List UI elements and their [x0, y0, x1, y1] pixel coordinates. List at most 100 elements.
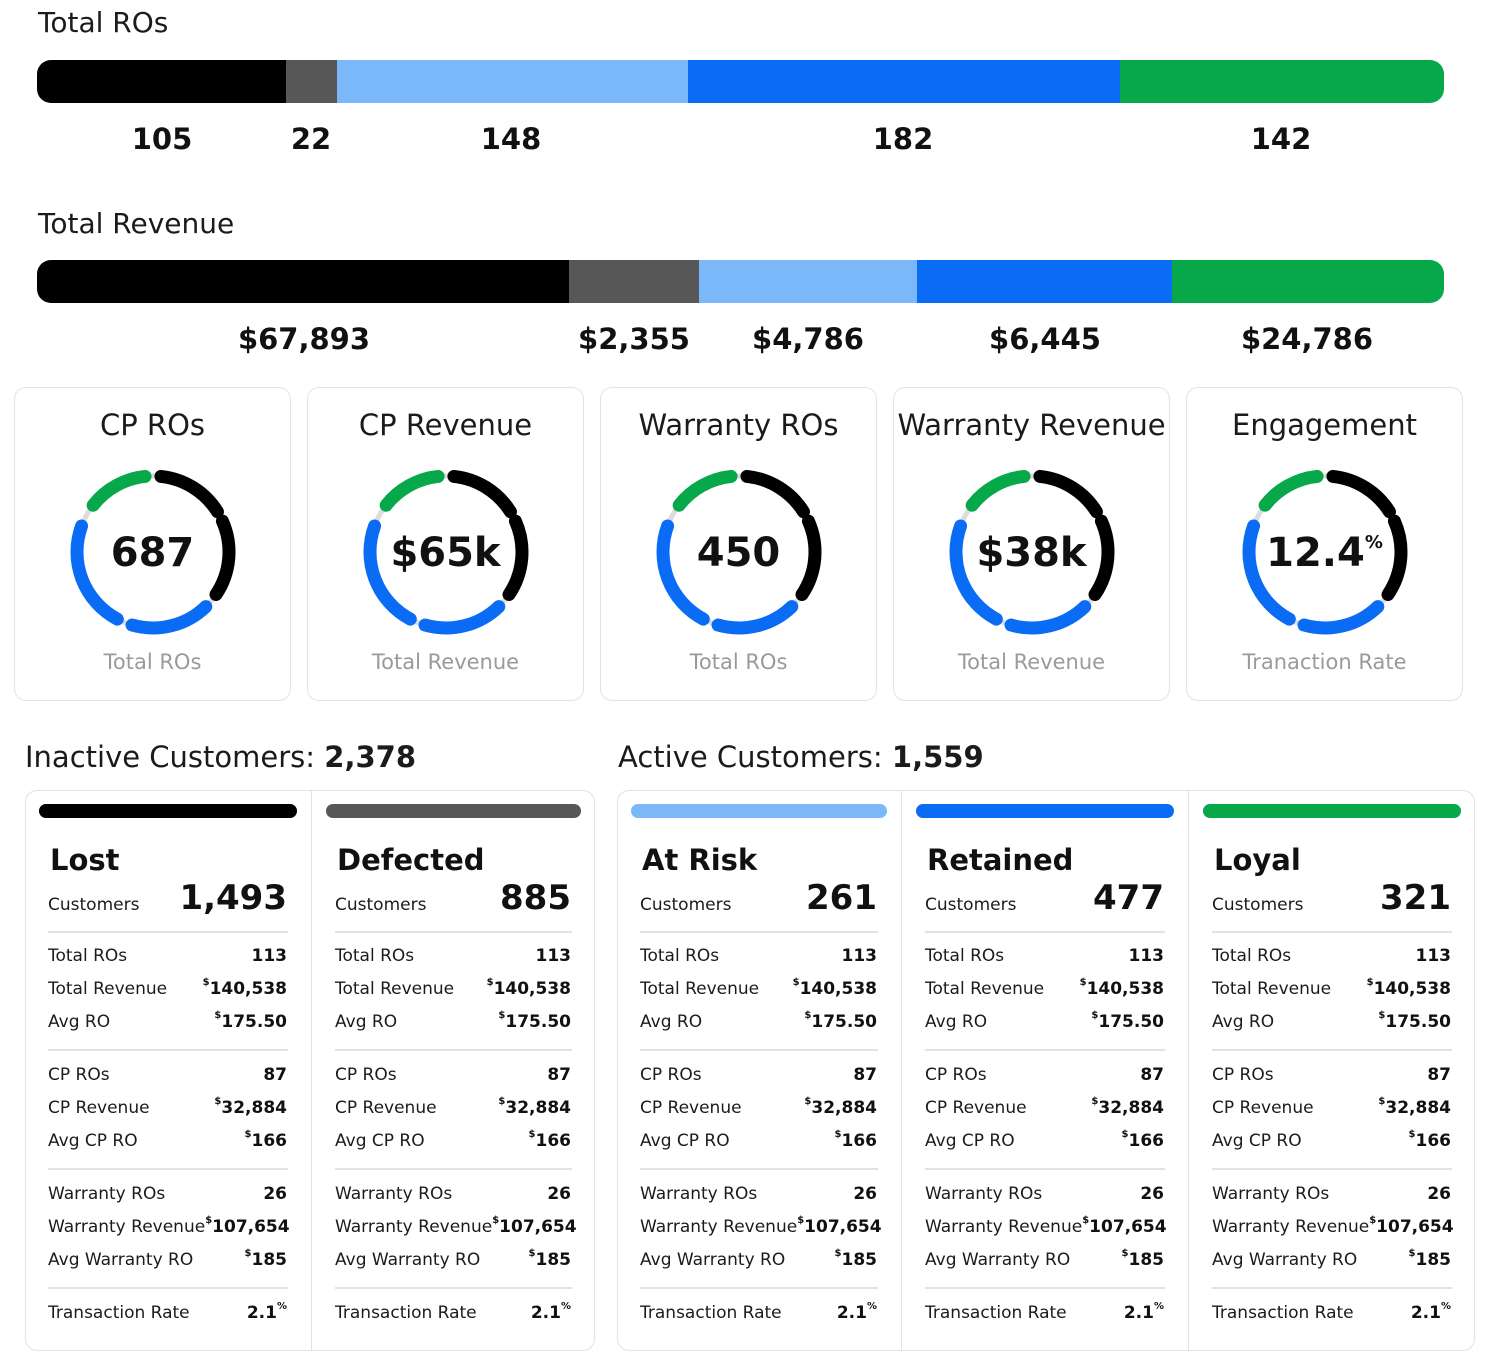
gauge-title: CP ROs	[99, 408, 206, 442]
metric-value: $32,884	[1091, 1096, 1164, 1118]
total-revenue-label-3: $4,786	[752, 322, 864, 356]
metric-row: Avg RO $175.50	[925, 1010, 1164, 1032]
metric-label: Avg CP RO	[48, 1131, 138, 1151]
total-revenue-segment-1[interactable]	[37, 260, 569, 303]
metric-row: Total ROs 113	[48, 946, 287, 966]
metric-value: $32,884	[498, 1096, 571, 1118]
metric-row: Warranty ROs 26	[335, 1184, 571, 1204]
metric-value: 87	[547, 1065, 571, 1085]
total-revenue-segment-2[interactable]	[569, 260, 699, 303]
gauge-arc-black	[1032, 469, 1103, 519]
gauge-arc-blue	[1297, 600, 1384, 635]
segment-name: Defected	[337, 843, 485, 877]
section-divider	[335, 931, 572, 933]
metric-label: Avg Warranty RO	[335, 1250, 481, 1270]
total-revenue-segment-3[interactable]	[699, 260, 917, 303]
metric-row: CP Revenue $32,884	[1212, 1096, 1451, 1118]
metric-value: 2.1%	[530, 1301, 571, 1323]
gauge-value: 687	[110, 530, 195, 576]
metric-label: Transaction Rate	[48, 1303, 190, 1323]
metric-label: Warranty ROs	[335, 1184, 453, 1204]
section-divider	[335, 1049, 572, 1051]
segment-name: Retained	[927, 843, 1074, 877]
gauge-card-warranty-ros[interactable]: Warranty ROs 450 Total ROs	[600, 387, 877, 701]
gauge-arc-blue	[949, 519, 1003, 626]
metric-label: Transaction Rate	[1212, 1303, 1354, 1323]
metric-value: $32,884	[214, 1096, 287, 1118]
gauge-card-cp-ros[interactable]: CP ROs 687 Total ROs	[14, 387, 291, 701]
gauge-card-engagement[interactable]: Engagement 12.4% Tranaction Rate	[1186, 387, 1463, 701]
gauge-arc-blue	[125, 600, 212, 635]
metric-value: $166	[834, 1129, 877, 1151]
gauge-arc-black	[739, 469, 810, 519]
metric-label: Transaction Rate	[335, 1303, 477, 1323]
metric-label: Warranty Revenue	[640, 1217, 798, 1237]
gauge-subtitle: Total ROs	[689, 650, 788, 674]
metric-label: CP Revenue	[925, 1098, 1027, 1118]
metric-label: CP ROs	[335, 1065, 397, 1085]
metric-row: CP ROs 87	[48, 1065, 287, 1085]
metric-value: $185	[1121, 1248, 1164, 1270]
segment-card-at-risk[interactable]: At Risk Customers 261 Total ROs 113 Total Rev…	[617, 790, 901, 1351]
total-ros-segment-3[interactable]	[337, 60, 688, 103]
customers-count: 321	[1380, 878, 1451, 918]
segment-card-loyal[interactable]: Loyal Customers 321 Total ROs 113 Total Reven…	[1188, 790, 1475, 1351]
section-divider	[640, 931, 878, 933]
metric-row: Total Revenue $140,538	[1212, 977, 1451, 999]
metric-row: Warranty Revenue $107,654	[335, 1215, 577, 1237]
metric-value: 2.1%	[1410, 1301, 1451, 1323]
metric-label: Avg CP RO	[925, 1131, 1015, 1151]
total-revenue-label-5: $24,786	[1240, 322, 1374, 356]
segment-card-lost[interactable]: Lost Customers 1,493 Total ROs 113 Total Reve…	[25, 790, 311, 1351]
gauge-value: $38k	[976, 530, 1087, 576]
customers-label: Customers	[335, 895, 427, 915]
total-ros-label-4: 182	[872, 122, 934, 156]
gauge-arc-blue	[1242, 519, 1296, 626]
total-revenue-segment-5[interactable]	[1172, 260, 1444, 303]
metric-value: $166	[244, 1129, 287, 1151]
metric-label: Total Revenue	[1212, 979, 1332, 999]
total-ros-bar	[37, 60, 1444, 103]
metric-value: 113	[535, 946, 572, 966]
metric-value: $185	[834, 1248, 877, 1270]
total-revenue-segment-4[interactable]	[917, 260, 1172, 303]
metric-value: $175.50	[804, 1010, 877, 1032]
segment-card-retained[interactable]: Retained Customers 477 Total ROs 113 Total Re…	[901, 790, 1188, 1351]
metric-row: Avg RO $175.50	[48, 1010, 287, 1032]
metric-value: $140,538	[486, 977, 571, 999]
metric-value: $185	[528, 1248, 571, 1270]
metric-value: $185	[1408, 1248, 1451, 1270]
gauge-arc-blue	[418, 600, 505, 635]
total-ros-segment-4[interactable]	[688, 60, 1120, 103]
metric-row: CP ROs 87	[1212, 1065, 1451, 1085]
total-ros-segment-1[interactable]	[37, 60, 286, 103]
metric-label: Warranty Revenue	[48, 1217, 206, 1237]
section-divider	[1212, 931, 1452, 933]
total-revenue-label-2: $2,355	[578, 322, 690, 356]
total-ros-segment-5[interactable]	[1120, 60, 1444, 103]
metric-row: Warranty ROs 26	[1212, 1184, 1451, 1204]
metric-row: Warranty Revenue $107,654	[1212, 1215, 1454, 1237]
metric-row: Transaction Rate 2.1%	[1212, 1301, 1451, 1323]
metric-label: Transaction Rate	[640, 1303, 782, 1323]
total-ros-segment-2[interactable]	[286, 60, 337, 103]
metric-row: CP Revenue $32,884	[335, 1096, 571, 1118]
metric-row: Total Revenue $140,538	[640, 977, 877, 999]
metric-row: Avg Warranty RO $185	[640, 1248, 877, 1270]
total-ros-label-5: 142	[1250, 122, 1312, 156]
gauge-card-warranty-revenue[interactable]: Warranty Revenue $38k Total Revenue	[893, 387, 1170, 701]
gauge-arc-black	[153, 469, 224, 519]
inactive-customers-panel	[25, 790, 595, 1351]
metric-value: 113	[251, 946, 288, 966]
metric-label: CP ROs	[925, 1065, 987, 1085]
metric-label: Total ROs	[925, 946, 1005, 966]
metric-label: Warranty ROs	[48, 1184, 166, 1204]
gauge-arc-green	[86, 469, 152, 512]
metric-row: Transaction Rate 2.1%	[48, 1301, 287, 1323]
donut-gauge	[70, 469, 235, 635]
segment-card-defected[interactable]: Defected Customers 885 Total ROs 113 Total Re…	[311, 790, 595, 1351]
metric-label: Avg Warranty RO	[48, 1250, 194, 1270]
metric-row: Avg Warranty RO $185	[1212, 1248, 1451, 1270]
metric-label: Total ROs	[48, 946, 128, 966]
gauge-card-cp-revenue[interactable]: CP Revenue $65k Total Revenue	[307, 387, 584, 701]
